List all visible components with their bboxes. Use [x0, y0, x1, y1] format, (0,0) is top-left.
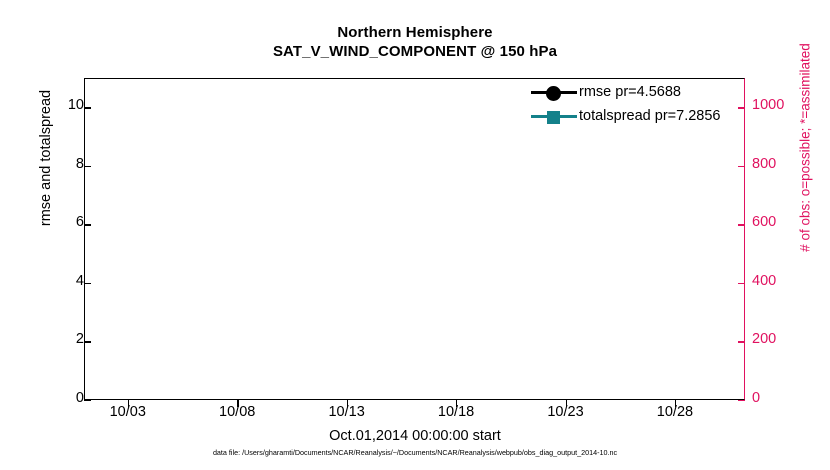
legend-label-rmse: rmse pr=4.5688 [579, 84, 681, 100]
x-tick-10-03: 10/03 [109, 404, 146, 420]
y-tick-left-6: 6 [75, 214, 84, 231]
x-tickmark [674, 400, 677, 407]
x-tick-10-23: 10/23 [547, 404, 584, 420]
y-tick-right-600: 600 [752, 214, 777, 231]
y-tickmark-left [84, 224, 91, 226]
x-tick-10-13: 10/13 [328, 404, 365, 420]
x-tickmark [346, 400, 348, 407]
data-file-footer: data file: /Users/gharamti/Documents/NCA… [212, 448, 618, 457]
x-tickmark [127, 400, 130, 407]
y-tickmark-left [84, 341, 91, 343]
y-tick-left-10: 10 [67, 97, 84, 114]
y-tick-right-800: 800 [752, 155, 777, 172]
y-axis-left-label: rmse and totalspread [38, 89, 54, 227]
x-tickmark [565, 400, 567, 407]
y-tickmark-right [738, 400, 745, 402]
y-tick-right-400: 400 [752, 272, 777, 289]
x-tickmark [456, 400, 458, 407]
y-axis-right-label: # of obs: o=possible; *=assimilated [797, 43, 813, 252]
y-tick-left-0: 0 [75, 390, 84, 406]
x-tick-10-18: 10/18 [437, 404, 475, 420]
x-tick-10-08: 10/08 [219, 404, 256, 420]
x-tickmark [237, 400, 239, 407]
legend-item-totalspread[interactable]: totalspread pr=7.2856 [531, 104, 746, 128]
y-tick-left-4: 4 [75, 272, 84, 289]
y-tickmark-right [738, 341, 745, 343]
plot-frame [84, 78, 745, 400]
y-tick-right-0: 0 [752, 390, 761, 406]
y-tick-right-1000: 1000 [752, 97, 785, 114]
y-tick-right-200: 200 [752, 331, 777, 348]
x-tick-10-28: 10/28 [656, 404, 694, 420]
y-tickmark-right [738, 224, 745, 226]
y-tickmark-left [84, 107, 91, 109]
y-tickmark-left [84, 282, 91, 285]
legend-swatch-totalspread [531, 106, 577, 126]
legend-item-rmse[interactable]: rmse pr=4.5688 [531, 80, 746, 104]
y-tickmark-left [84, 400, 91, 402]
y-tick-left-2: 2 [75, 331, 84, 348]
legend-swatch-rmse [531, 82, 577, 102]
y-tickmark-right [738, 107, 745, 109]
chart-title-line1: Northern Hemisphere [337, 24, 493, 41]
y-tickmark-right [738, 165, 745, 168]
y-tick-left-8: 8 [75, 155, 84, 172]
chart-title-line2: SAT_V_WIND_COMPONENT @ 150 hPa [272, 43, 558, 60]
chart-legend: rmse pr=4.5688 totalspread pr=7.2856 [531, 80, 746, 128]
legend-label-totalspread: totalspread pr=7.2856 [579, 108, 721, 124]
y-tickmark-left [84, 165, 91, 168]
x-axis-label: Oct.01,2014 00:00:00 start [329, 428, 501, 444]
y-tickmark-right [738, 282, 745, 285]
